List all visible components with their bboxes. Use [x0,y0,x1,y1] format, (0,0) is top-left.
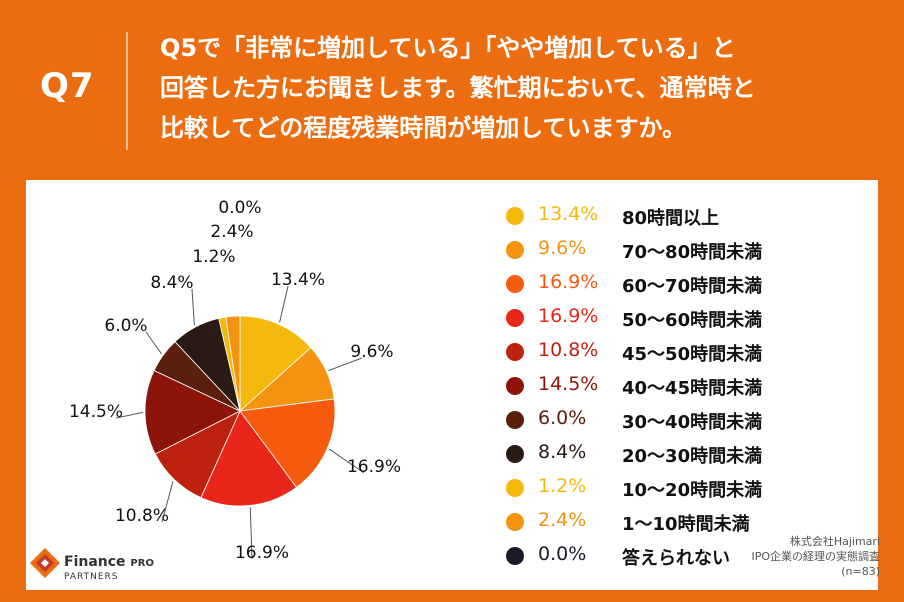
legend-label: 10〜20時間未満 [622,480,763,501]
legend-swatch [506,377,524,395]
legend-swatch [506,445,524,463]
legend-label: 60〜70時間未満 [622,276,763,297]
legend-label: 45〜50時間未満 [622,344,763,365]
leader-line [249,507,253,560]
legend-value: 16.9% [538,271,599,293]
slice-label: 16.9% [347,457,401,477]
question-line: 比較してどの程度残業時間が増加していますか。 [160,114,687,142]
logo-finance: Finance [64,554,126,570]
legend-swatch [506,241,524,259]
legend-label: 答えられない [622,548,730,569]
pie-slice [239,315,312,412]
legend-swatch [506,207,524,225]
legend-value: 13.4% [538,203,599,225]
pie-slice [200,410,298,507]
leader-line [328,357,363,372]
pie-slice [144,369,241,455]
question-number: Q7 [40,66,95,106]
legend-value: 6.0% [538,407,587,429]
slice-label: 14.5% [69,402,123,422]
header-banner: Q7 Q5で「非常に増加している」「やや増加している」と 回答した方にお聞きしま… [0,0,904,168]
slice-label: 9.6% [350,342,393,362]
legend-swatch [506,343,524,361]
logo-name: Finance PRO [64,554,154,570]
leader-line [145,331,162,355]
slice-label: 13.4% [271,270,325,290]
legend-swatch [506,275,524,293]
divider [126,32,128,150]
pie-slice [239,398,336,488]
legend-value: 8.4% [538,441,587,463]
leader-line [161,481,174,523]
source-note: 株式会社Hajimari IPO企業の経理の実態調査 (n=83) [751,534,880,579]
legend-swatch [506,479,524,497]
legend-value: 0.0% [538,543,587,565]
legend-label: 1〜10時間未満 [622,514,750,535]
leader-line [191,288,195,326]
slice-label: 16.9% [235,543,289,563]
legend-label: 80時間以上 [622,208,720,229]
legend-value: 16.9% [538,305,599,327]
legend-swatch [506,513,524,531]
leader-line [115,411,144,419]
legend-swatch [506,309,524,327]
finance-pro-logo: Finance PRO PARTNERS [30,548,154,582]
leader-line [328,448,365,474]
legend-value: 14.5% [538,373,599,395]
legend-value: 1.2% [538,475,587,497]
source-sample-size: (n=83) [841,565,880,578]
legend-label: 40〜45時間未満 [622,378,763,399]
legend-label: 20〜30時間未満 [622,446,763,467]
question-line: Q5で「非常に増加している」「やや増加している」と [160,34,736,62]
slice-label: 1.2% [192,247,235,267]
legend-value: 10.8% [538,339,599,361]
legend-label: 30〜40時間未満 [622,412,763,433]
slice-label: 10.8% [115,506,169,526]
pie-slice [225,315,241,412]
legend-swatch [506,411,524,429]
slice-label: 8.4% [150,273,193,293]
legend-swatch [506,547,524,565]
legend-label: 70〜80時間未満 [622,242,763,263]
source-company: 株式会社Hajimari [789,535,880,548]
source-survey: IPO企業の経理の実態調査 [751,550,880,563]
logo-mark-icon [30,548,60,578]
leader-line [279,285,289,323]
logo-partners: PARTNERS [64,572,119,582]
slice-label: 2.4% [210,222,253,242]
question-text: Q5で「非常に増加している」「やや増加している」と 回答した方にお聞きします。繁… [160,28,880,148]
legend-value: 9.6% [538,237,587,259]
legend-label: 50〜60時間未満 [622,310,763,331]
question-line: 回答した方にお聞きします。繁忙期において、通常時と [160,74,756,102]
slice-label: 0.0% [218,198,261,218]
slice-label: 6.0% [104,316,147,336]
logo-pro: PRO [130,558,154,569]
legend-value: 2.4% [538,509,587,531]
